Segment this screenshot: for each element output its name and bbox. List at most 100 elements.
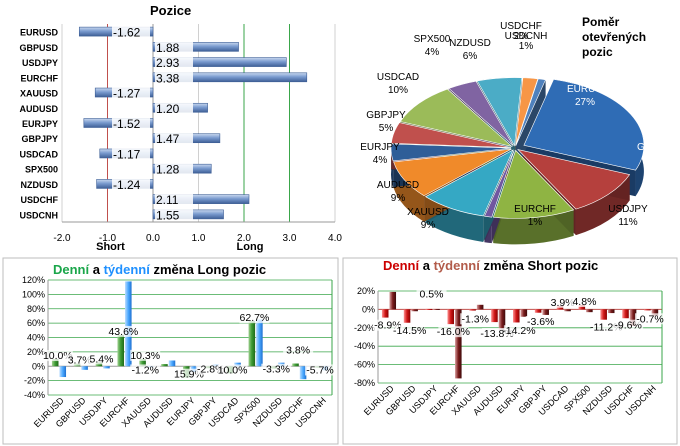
data-label: 2.93 bbox=[156, 56, 180, 70]
category-label: USDCAD bbox=[19, 149, 58, 159]
x-tick-label: 2.0 bbox=[237, 233, 251, 244]
bar bbox=[403, 309, 411, 323]
short-change-chart: Denní a týdenní změna Short pozic -80% -60… bbox=[342, 257, 678, 445]
pie-slice-pct: 1% bbox=[528, 217, 543, 228]
pie-slice bbox=[448, 80, 514, 147]
bar bbox=[248, 321, 256, 367]
y-tick-label: -60% bbox=[354, 360, 375, 370]
data-label: 1.47 bbox=[156, 132, 180, 146]
pie-slice-pct: 9% bbox=[391, 193, 406, 204]
bar bbox=[152, 57, 287, 67]
data-label: -1.2% bbox=[131, 364, 158, 376]
bar bbox=[81, 366, 88, 370]
y-tick-label: 20% bbox=[357, 286, 375, 296]
pie-title-line: Poměr bbox=[582, 15, 620, 29]
x-tick-label: 1.0 bbox=[192, 233, 206, 244]
data-label-bg bbox=[569, 295, 600, 307]
bar bbox=[139, 358, 146, 367]
pie-slice bbox=[393, 148, 512, 197]
pie-slice-pct: 27% bbox=[575, 97, 595, 108]
category-label: EURJPY bbox=[22, 119, 58, 129]
data-label-bg bbox=[112, 116, 150, 129]
y-tick-label: -20% bbox=[24, 376, 45, 386]
pie-slice-pct: 4% bbox=[425, 47, 440, 58]
pie-slice-name: USDCAD bbox=[377, 72, 419, 83]
title-part: Denní bbox=[383, 258, 420, 273]
bar bbox=[586, 309, 593, 313]
category-label: GBPJPY bbox=[21, 134, 58, 144]
y-tick-label: 0% bbox=[32, 361, 45, 371]
data-label-bg bbox=[503, 325, 534, 337]
data-label-bg bbox=[86, 353, 117, 365]
category-label: SPX500 bbox=[25, 165, 58, 175]
category-label: USDCNH bbox=[19, 210, 58, 220]
data-label-bg bbox=[547, 296, 578, 308]
data-label-bg bbox=[112, 176, 150, 190]
x-tick-label: 0.0 bbox=[146, 233, 160, 244]
bar bbox=[152, 194, 250, 204]
y-tick-label: 20% bbox=[27, 347, 45, 357]
data-label-bg bbox=[155, 161, 193, 175]
x-tick-label: 4.0 bbox=[328, 233, 342, 244]
x-tick-label: 3.0 bbox=[283, 233, 297, 244]
bar bbox=[498, 309, 506, 330]
data-label-bg bbox=[155, 131, 193, 145]
pie-slice-wall bbox=[515, 79, 546, 172]
pie-slice-name: GBPJPY bbox=[366, 110, 406, 121]
bar bbox=[629, 309, 637, 326]
pie-slice-name: USDCNH bbox=[505, 31, 548, 42]
chart-title: Denní a týdenní změna Long pozic bbox=[53, 262, 266, 277]
title-part: Denní bbox=[53, 262, 90, 277]
y-tick-label: -20% bbox=[354, 323, 375, 333]
pie-slice bbox=[399, 88, 513, 148]
bar bbox=[152, 42, 239, 52]
data-label: 10.0% bbox=[218, 364, 248, 376]
title-part: a bbox=[419, 258, 433, 273]
category-label: AUDUSD bbox=[19, 104, 58, 114]
data-label-bg bbox=[155, 207, 193, 221]
data-label-bg bbox=[130, 364, 161, 376]
data-label-bg bbox=[372, 319, 403, 331]
bar bbox=[455, 309, 462, 379]
pie-slice-name: AUDUSD bbox=[377, 180, 419, 191]
y-tick-label: 40% bbox=[27, 333, 45, 343]
bar bbox=[411, 309, 418, 312]
data-label: -1.27 bbox=[113, 87, 141, 101]
data-label-bg bbox=[613, 319, 644, 331]
data-label: 3.7% bbox=[68, 355, 92, 367]
data-label: 43.6% bbox=[108, 326, 138, 338]
pie-slice-name: EURCHF bbox=[514, 204, 556, 215]
pie-slice bbox=[390, 143, 512, 162]
pie-slice-name: XAUUSD bbox=[407, 207, 449, 218]
pie-slice-pct: 9% bbox=[421, 220, 436, 231]
pie-slice bbox=[424, 149, 514, 217]
data-label: 1.20 bbox=[156, 102, 180, 116]
category-label: USDCHF bbox=[21, 195, 59, 205]
data-label: -1.3% bbox=[461, 313, 488, 325]
bar bbox=[168, 360, 176, 367]
pie-slice-pct: 1% bbox=[519, 41, 534, 52]
bar bbox=[651, 309, 659, 316]
data-label-bg bbox=[130, 349, 161, 361]
category-label: NZDUSD bbox=[21, 180, 59, 190]
data-label-bg bbox=[42, 350, 73, 362]
data-label-bg bbox=[155, 100, 193, 114]
data-label-bg bbox=[112, 85, 150, 99]
category-label: EURUSD bbox=[20, 28, 59, 38]
data-label-bg bbox=[64, 354, 95, 366]
y-tick-label: 60% bbox=[27, 318, 45, 328]
bar bbox=[564, 309, 571, 312]
data-label-bg bbox=[283, 344, 314, 356]
category-label: EURCHF bbox=[21, 73, 59, 83]
bar bbox=[644, 309, 651, 311]
y-tick-label: -40% bbox=[354, 341, 375, 351]
data-label-bg bbox=[155, 192, 193, 206]
data-label: 62.7% bbox=[240, 312, 270, 324]
bar bbox=[491, 309, 498, 323]
data-label-bg bbox=[304, 364, 335, 376]
short-annotation: Short bbox=[96, 241, 125, 253]
data-label: 0.5% bbox=[420, 288, 444, 300]
pie-slice bbox=[476, 77, 523, 147]
pie-slice bbox=[515, 78, 546, 146]
bar bbox=[622, 309, 629, 319]
